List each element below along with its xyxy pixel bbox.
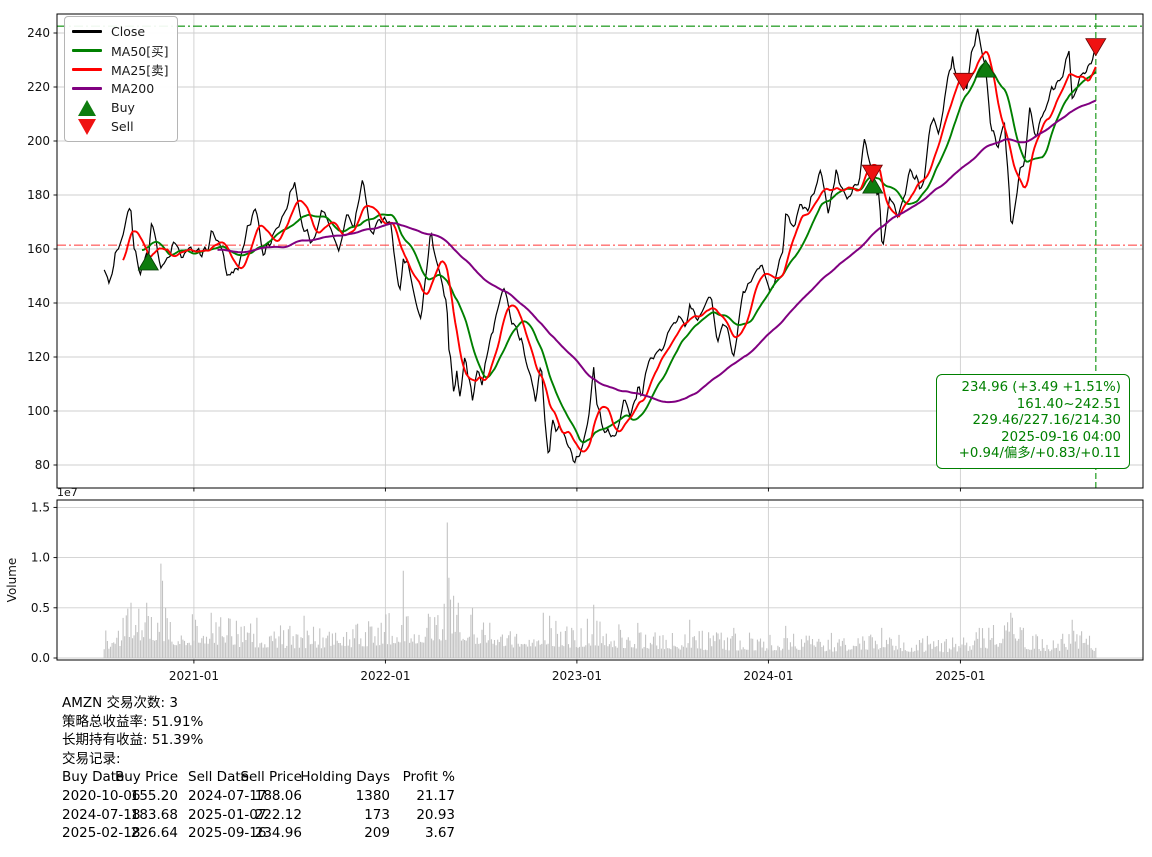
sell-marker	[861, 164, 883, 183]
trade-header-cell: Sell Date	[188, 769, 249, 786]
trades-table: Buy Date Buy Price Sell Date Sell Price Hold…	[62, 768, 455, 842]
legend-label: MA200	[111, 81, 155, 96]
tick-labels: 80 100 120 140 160 180 200 220 240 0.0 0.5 1.0 1.5 20…	[5, 26, 985, 683]
trade-cell: 173	[364, 806, 390, 823]
trade-cell: 2025-02-18	[62, 825, 141, 842]
ma50-line	[141, 62, 1097, 444]
trade-markers	[137, 38, 1107, 271]
volume-axis-title: Volume	[5, 558, 19, 603]
price-tick-label: 100	[27, 404, 50, 418]
trade-cell: 21.17	[416, 787, 455, 804]
trade-header-cell: Buy Price	[114, 769, 178, 786]
trade-cell: 2025-09-16	[188, 825, 267, 842]
annotation-line: 2025-09-16 04:00	[1001, 429, 1121, 445]
trade-cell: 183.68	[130, 806, 178, 823]
summary-strategy-return: 策略总收益率: 51.91%	[62, 713, 204, 730]
legend-item-close: Close	[71, 22, 169, 41]
summary-trades-count: AMZN 交易次数: 3	[62, 695, 178, 711]
trade-cell: 3.67	[424, 825, 455, 842]
price-tick-label: 160	[27, 242, 50, 256]
trade-cell: 222.12	[254, 806, 302, 823]
volume-multiplier-label: 1e7	[57, 486, 78, 499]
annotation-line: 234.96 (+3.49 +1.51%)	[961, 380, 1122, 395]
annotation-line: 161.40~242.51	[1016, 396, 1121, 412]
trade-cell: 2020-10-06	[62, 787, 141, 804]
trade-cell: 188.06	[254, 787, 302, 804]
legend-item-ma50: MA50[买]	[71, 41, 169, 60]
ma25-line	[122, 50, 1097, 453]
price-tick-label: 200	[27, 134, 50, 148]
summary-block: AMZN 交易次数: 3 策略总收益率: 51.91% 长期持有收益: 51.3…	[62, 694, 455, 843]
trade-cell: 155.20	[130, 787, 178, 804]
legend-item-ma25: MA25[卖]	[71, 60, 169, 79]
ma25-line-swatch-icon	[71, 68, 103, 71]
summary-buyhold-return: 长期持有收益: 51.39%	[62, 732, 204, 749]
volume-tick-label: 1.0	[31, 551, 50, 565]
trade-cell: 234.96	[254, 825, 302, 842]
axes-spines	[56, 13, 1144, 661]
trade-header-cell: Holding Days	[300, 769, 390, 786]
ma200-line-swatch-icon	[71, 87, 103, 90]
price-tick-label: 180	[27, 188, 50, 202]
trade-cell: 226.64	[130, 825, 178, 842]
sell-marker	[952, 72, 975, 92]
trade-cell: 20.93	[416, 806, 455, 823]
gridlines	[57, 14, 1143, 660]
volume-tick-label: 0.0	[31, 651, 50, 665]
price-tick-label: 120	[27, 350, 50, 364]
legend-label: MA25[卖]	[111, 63, 169, 78]
volume-tick-label: 0.5	[31, 601, 50, 615]
legend-label: Buy	[111, 100, 135, 115]
trade-cell: 1380	[355, 787, 390, 804]
x-tick-label: 2023-01	[552, 669, 602, 683]
buy-marker	[974, 59, 997, 78]
ma200-line	[217, 99, 1097, 404]
legend-label: MA50[买]	[111, 44, 169, 59]
legend-item-ma200: MA200	[71, 79, 169, 98]
trade-cell: 2025-01-07	[188, 806, 267, 823]
trade-cell: 2024-07-18	[62, 806, 141, 823]
tick-marks	[53, 32, 961, 664]
x-tick-label: 2021-01	[169, 669, 219, 683]
ma50-line-swatch-icon	[71, 49, 103, 52]
trade-cell: 2024-07-17	[188, 787, 267, 804]
price-tick-label: 240	[27, 26, 50, 40]
price-series	[103, 28, 1097, 464]
buy-marker	[137, 252, 159, 271]
buy-marker	[862, 175, 884, 194]
price-tick-label: 220	[27, 80, 50, 94]
price-tick-label: 80	[35, 458, 50, 472]
trade-header-cell: Profit %	[402, 769, 455, 786]
sell-triangle-icon	[71, 118, 103, 135]
annotation-line: 229.46/227.16/214.30	[972, 413, 1121, 429]
close-line-swatch-icon	[71, 30, 103, 33]
x-tick-label: 2024-01	[743, 669, 793, 683]
price-annotation-box: 234.96 (+3.49 +1.51%) 161.40~242.51 229.46…	[936, 374, 1130, 469]
legend-item-buy: Buy	[71, 98, 169, 117]
trade-header-cell: Sell Price	[240, 769, 302, 786]
trade-header-cell: Buy Date	[62, 769, 125, 786]
price-tick-label: 140	[27, 296, 50, 310]
legend-label: Close	[111, 24, 146, 39]
legend-label: Sell	[111, 119, 134, 134]
legend-item-sell: Sell	[71, 117, 169, 136]
close-line	[103, 28, 1097, 464]
stock-chart: 80 100 120 140 160 180 200 220 240 0.0 0.5 1.0 1.5 20…	[5, 13, 1144, 683]
reference-lines	[57, 14, 1143, 488]
x-tick-label: 2025-01	[935, 669, 985, 683]
legend: Close MA50[买] MA25[卖] MA200 Buy Sell	[64, 16, 178, 142]
x-tick-label: 2022-01	[360, 669, 410, 683]
trade-cell: 209	[364, 825, 390, 842]
sell-marker	[1085, 38, 1107, 57]
buy-triangle-icon	[71, 99, 103, 116]
volume-bars	[103, 522, 1097, 658]
volume-tick-label: 1.5	[31, 500, 50, 514]
annotation-line: +0.94/偏多/+0.83/+0.11	[958, 446, 1121, 462]
summary-trades-label: 交易记录:	[62, 750, 121, 767]
